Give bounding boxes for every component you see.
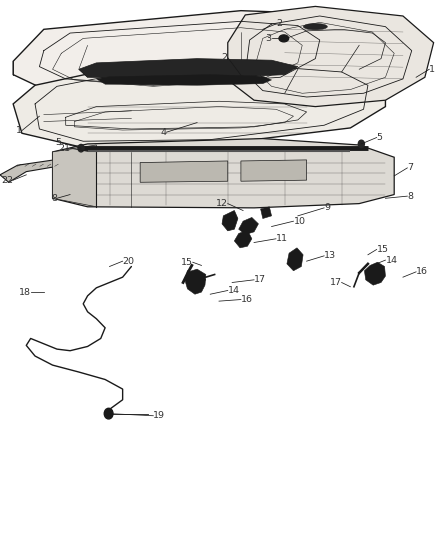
Text: 5: 5 [377,133,383,142]
Text: 13: 13 [324,252,336,260]
Text: 5: 5 [55,139,61,147]
Text: 21: 21 [58,144,70,152]
Text: 8: 8 [51,194,57,203]
Ellipse shape [303,23,328,30]
Text: 17: 17 [330,278,342,287]
Circle shape [358,140,364,148]
Text: 14: 14 [228,286,240,295]
Polygon shape [13,61,385,147]
Polygon shape [53,139,394,208]
Ellipse shape [279,35,289,42]
Text: 4: 4 [160,128,166,136]
Text: 20: 20 [123,257,134,265]
Polygon shape [364,262,385,285]
Polygon shape [13,11,359,101]
Polygon shape [261,207,272,219]
Polygon shape [222,211,238,231]
Polygon shape [234,230,252,248]
Text: 17: 17 [254,276,266,284]
Text: 15: 15 [377,245,389,254]
Polygon shape [287,248,303,271]
Text: 14: 14 [385,256,397,264]
Polygon shape [239,217,258,235]
Polygon shape [140,161,228,182]
Polygon shape [0,159,70,182]
Text: 15: 15 [181,258,193,266]
Text: 2: 2 [222,53,228,62]
Text: 1: 1 [429,65,435,74]
Polygon shape [53,145,96,207]
Text: 8: 8 [407,192,413,200]
Polygon shape [185,269,206,294]
Text: 3: 3 [265,34,272,43]
Polygon shape [96,75,272,85]
Polygon shape [241,160,307,181]
Text: 11: 11 [276,235,288,243]
Text: 10: 10 [293,217,305,225]
Text: 16: 16 [241,295,253,304]
Polygon shape [79,59,298,79]
Text: 18: 18 [19,288,31,296]
Text: 22: 22 [1,176,13,184]
Text: 16: 16 [416,268,428,276]
Polygon shape [228,6,434,107]
Text: 19: 19 [153,411,165,420]
Text: 12: 12 [216,199,228,208]
Text: 2: 2 [276,20,282,28]
Circle shape [104,408,113,419]
Text: 7: 7 [407,164,413,172]
Circle shape [78,144,84,152]
Text: 1: 1 [16,126,22,135]
Text: 9: 9 [324,204,330,212]
